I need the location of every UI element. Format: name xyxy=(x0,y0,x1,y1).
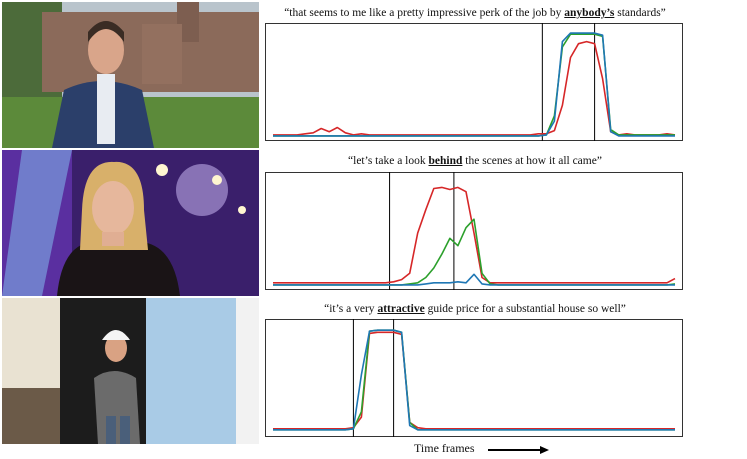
x-axis-label: Time frames xyxy=(414,441,475,455)
activation-chart-2 xyxy=(265,172,683,290)
blue-series-line xyxy=(273,32,675,137)
activation-chart-3 xyxy=(265,319,683,437)
caption-2: “let’s take a look behind the scenes at … xyxy=(348,155,602,167)
video-frame-2 xyxy=(2,150,259,296)
plot-frame xyxy=(265,319,683,437)
dance-show-image xyxy=(2,150,259,296)
hard-hat-image xyxy=(2,298,259,444)
plot-3 xyxy=(265,319,683,437)
keyword: behind xyxy=(428,155,463,167)
keyword: anybody’s xyxy=(564,7,615,19)
red-series-line xyxy=(273,186,676,284)
arrow-right-icon xyxy=(488,446,549,454)
castle-presenter-image xyxy=(2,2,259,148)
red-series-line xyxy=(273,40,676,136)
plot-2 xyxy=(265,172,683,290)
blue-series-line xyxy=(273,273,675,286)
caption-1: “that seems to me like a pretty impressi… xyxy=(284,7,666,19)
video-frame-3 xyxy=(2,298,259,444)
plot-frame xyxy=(265,172,683,290)
blue-series-line xyxy=(273,329,675,431)
green-series-line xyxy=(273,329,675,431)
activation-chart-1 xyxy=(265,23,683,141)
red-series-line xyxy=(273,331,675,430)
plot-frame xyxy=(265,23,683,141)
caption-3: “it’s a very attractive guide price for … xyxy=(324,303,626,315)
x-axis-caption: Time frames xyxy=(0,441,747,457)
keyword: attractive xyxy=(377,303,425,315)
green-series-line xyxy=(273,33,675,137)
plot-1 xyxy=(265,23,683,141)
video-frame-1 xyxy=(2,2,259,148)
